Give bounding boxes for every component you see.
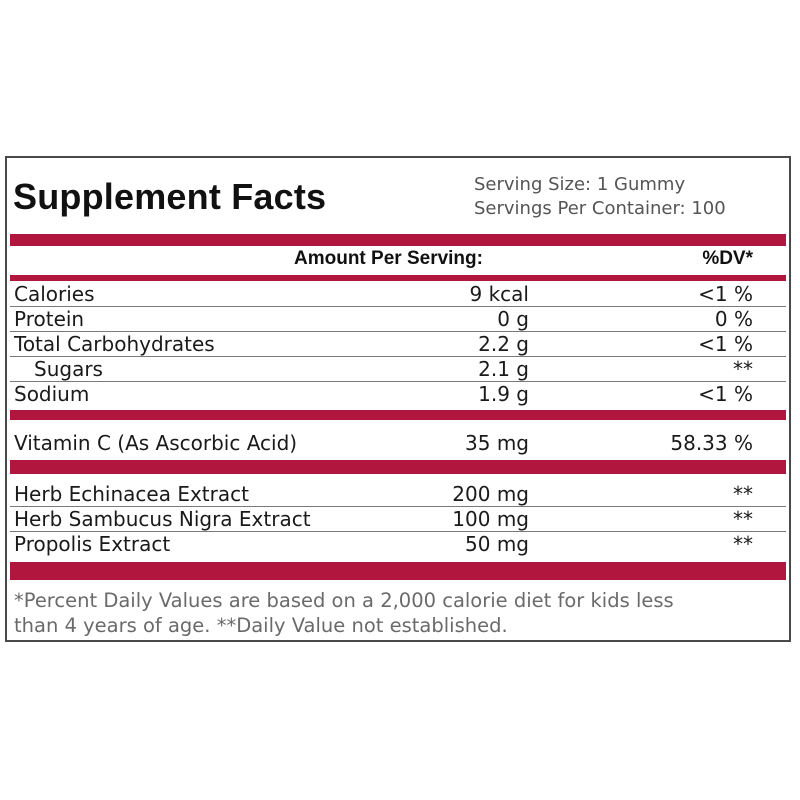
row-divider — [10, 356, 786, 357]
nutrient-amount: 1.9 g — [478, 382, 529, 406]
divider-header — [10, 275, 786, 281]
serving-size-row: Serving Size: 1 Gummy — [474, 173, 726, 197]
extract-amount: 100 mg — [452, 507, 529, 531]
extract-name: Herb Sambucus Nigra Extract — [14, 507, 311, 531]
nutrient-name: Total Carbohydrates — [14, 332, 215, 356]
row-divider — [10, 306, 786, 307]
nutrient-name: Calories — [14, 282, 95, 306]
serving-info: Serving Size: 1 Gummy Servings Per Conta… — [474, 173, 726, 221]
extract-name: Herb Echinacea Extract — [14, 482, 249, 506]
footnote-line: *Percent Daily Values are based on a 2,0… — [14, 589, 674, 612]
nutrient-dv: ** — [733, 357, 753, 381]
nutrient-amount: 0 g — [497, 307, 529, 331]
footnote: *Percent Daily Values are based on a 2,0… — [14, 588, 794, 638]
row-divider — [10, 531, 786, 532]
nutrient-amount: 2.1 g — [478, 357, 529, 381]
amount-per-serving-header: Amount Per Serving: — [294, 248, 483, 269]
thick-divider-vitamins — [10, 410, 786, 420]
nutrient-amount: 9 kcal — [469, 282, 529, 306]
serving-size-label: Serving Size: — [474, 174, 592, 195]
daily-value-header: %DV* — [702, 248, 753, 269]
nutrient-dv: <1 % — [698, 332, 753, 356]
thick-divider-top — [10, 234, 786, 246]
nutrient-dv: 0 % — [714, 307, 753, 331]
vitamin-amount: 35 mg — [465, 431, 529, 455]
servings-per-container-value: 100 — [691, 198, 726, 219]
nutrient-name: Protein — [14, 307, 85, 331]
thick-divider-bottom — [10, 562, 786, 580]
thick-divider-extracts — [10, 460, 786, 474]
footnote-line: than 4 years of age. **Daily Value not e… — [14, 614, 508, 637]
row-divider — [10, 381, 786, 382]
servings-per-container-label: Servings Per Container: — [474, 198, 686, 219]
serving-size-value: 1 Gummy — [596, 174, 686, 195]
extract-name: Propolis Extract — [14, 532, 171, 556]
vitamin-name: Vitamin C (As Ascorbic Acid) — [14, 431, 298, 455]
nutrient-dv: <1 % — [698, 382, 753, 406]
extract-dv: ** — [733, 507, 753, 531]
nutrient-dv: <1 % — [698, 282, 753, 306]
supplement-facts-panel: Supplement Facts Serving Size: 1 Gummy S… — [5, 156, 791, 642]
vitamin-dv: 58.33 % — [670, 431, 753, 455]
extract-amount: 50 mg — [465, 532, 529, 556]
nutrient-name: Sodium — [14, 382, 90, 406]
extract-amount: 200 mg — [452, 482, 529, 506]
extract-dv: ** — [733, 482, 753, 506]
extract-dv: ** — [733, 532, 753, 556]
row-divider — [10, 331, 786, 332]
servings-per-container-row: Servings Per Container: 100 — [474, 197, 726, 221]
row-divider — [10, 506, 786, 507]
nutrient-amount: 2.2 g — [478, 332, 529, 356]
nutrient-name: Sugars — [34, 357, 103, 381]
page-title: Supplement Facts — [13, 176, 327, 217]
